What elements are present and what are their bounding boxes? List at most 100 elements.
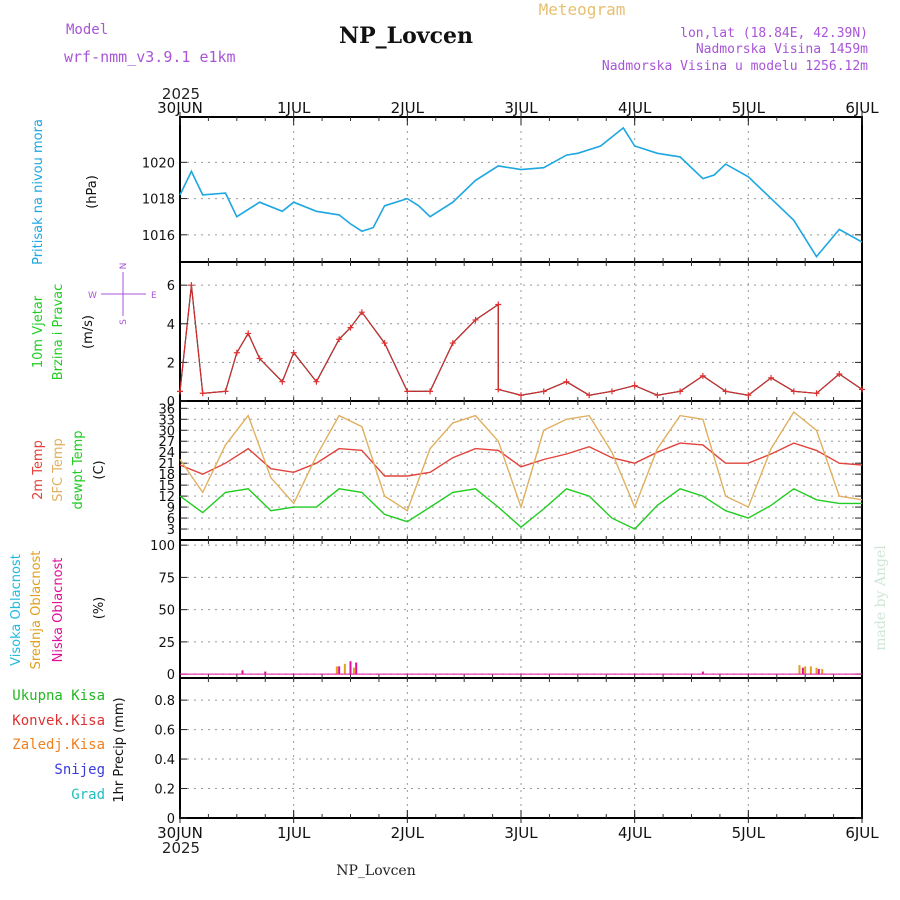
- wind-unit: (m/s): [81, 315, 96, 349]
- x-tick-label-top: 4JUL: [618, 99, 652, 117]
- mid-cloud-bar: [343, 663, 346, 675]
- y-tick-label: 4: [167, 318, 175, 333]
- x-tick-label-bottom: 4JUL: [618, 824, 652, 842]
- pressure-unit: (hPa): [85, 175, 100, 209]
- wind-speed-marker: [677, 388, 684, 395]
- wind-speed-marker: [245, 330, 252, 337]
- wind-speed-marker: [813, 390, 820, 397]
- wind-speed-marker: [199, 390, 206, 397]
- model-label: Model: [66, 22, 108, 38]
- wind-speed-marker: [722, 388, 729, 395]
- y-tick-label: 9: [167, 501, 175, 516]
- product-title: Meteogram: [539, 0, 626, 19]
- data-series: [177, 126, 865, 675]
- footer-station: NP_Lovcen: [336, 863, 415, 879]
- axis-ticks: 1016101810200246369121518212427303336025…: [142, 99, 879, 842]
- wind-speed-marker: [336, 336, 343, 343]
- low-cloud-bar: [338, 666, 341, 675]
- wind-speed-marker: [472, 316, 479, 323]
- wind-speed-marker: [745, 392, 752, 399]
- cloud-ylabel-3: Niska Oblacnost: [51, 558, 66, 663]
- y-tick-label: 36: [158, 402, 175, 417]
- y-tick-label: 18: [158, 468, 175, 483]
- wind-speed-marker: [358, 309, 365, 316]
- x-tick-label-top: 5JUL: [732, 99, 766, 117]
- y-tick-label: 12: [158, 490, 175, 505]
- temp-ylabel-2: SFC Temp: [51, 438, 66, 502]
- precip-legend-0: Ukupna Kisa: [12, 688, 105, 704]
- x-tick-label-top: 2JUL: [391, 99, 425, 117]
- watermark: made by Angel: [873, 545, 889, 651]
- sfc-temp-line: [179, 410, 863, 512]
- temp-2m-line: [179, 442, 863, 477]
- year-bottom: 2025: [162, 839, 200, 857]
- pressure-line: [179, 126, 863, 258]
- low-cloud-bar: [349, 661, 352, 675]
- wind-speed-marker: [495, 301, 502, 308]
- y-tick-label: 50: [158, 604, 175, 619]
- mid-cloud-bar: [798, 665, 801, 675]
- y-tick-label: 6: [167, 279, 175, 294]
- wind-speed-marker: [495, 386, 502, 393]
- panel-frame: [179, 539, 863, 679]
- pressure-ylabel: Pritisak na nivou mora: [31, 119, 46, 265]
- y-tick-label: 0.8: [154, 694, 175, 709]
- coords-text: lon,lat (18.84E, 42.39N): [680, 26, 868, 41]
- y-tick-label: 0: [167, 395, 175, 410]
- wind-speed-marker: [790, 388, 797, 395]
- wind-speed-marker: [347, 324, 354, 331]
- wind-speed-marker: [768, 374, 775, 381]
- wind-speed-marker: [608, 388, 615, 395]
- x-tick-label-top: 30JUN: [157, 99, 203, 117]
- wind-speed-marker: [427, 388, 434, 395]
- y-tick-label: 25: [158, 636, 175, 651]
- y-tick-label: 2: [167, 356, 175, 371]
- wind-speed-trace: [179, 285, 863, 396]
- mid-cloud-bar: [804, 666, 807, 675]
- y-tick-label: 27: [158, 435, 175, 450]
- model-elevation-text: Nadmorska Visina u modelu 1256.12m: [602, 59, 868, 74]
- wind-speed-marker: [222, 388, 229, 395]
- x-tick-label-bottom: 30JUN: [157, 824, 203, 842]
- y-tick-label: 100: [150, 539, 175, 554]
- station-title: NP_Lovcen: [339, 23, 473, 49]
- precip-legend-2: Zaledj.Kisa: [12, 737, 105, 753]
- x-tick-label-bottom: 1JUL: [277, 824, 311, 842]
- low-cloud-bar: [701, 671, 704, 675]
- temp-ylabel-3: dewpt Temp: [71, 430, 86, 509]
- cloud-ylabel-2: Srednja Oblacnost: [29, 551, 44, 670]
- wind-speed-marker: [290, 349, 297, 356]
- y-tick-label: 75: [158, 571, 175, 586]
- wind-speed-marker: [256, 355, 263, 362]
- compass-s: S: [119, 319, 129, 325]
- y-tick-label: 1020: [142, 156, 175, 171]
- compass-e: E: [151, 291, 157, 301]
- y-tick-label: 0: [167, 668, 175, 683]
- wind-speed-marker: [654, 392, 661, 399]
- low-cloud-bar: [241, 670, 244, 675]
- y-tick-label: 33: [158, 413, 175, 428]
- wind-speed-marker: [381, 340, 388, 347]
- cloud-ylabel-1: Visoka Oblacnost: [9, 554, 24, 666]
- gridlines: [180, 117, 862, 819]
- y-tick-label: 0.6: [154, 724, 175, 739]
- wind-ylabel-1: 10m Vjetar: [31, 295, 46, 368]
- precip-legend-4: Grad: [71, 787, 105, 803]
- elevation-text: Nadmorska Visina 1459m: [696, 42, 868, 57]
- y-tick-label: 6: [167, 512, 175, 527]
- low-cloud-bar: [801, 667, 804, 675]
- wind-speed-marker: [586, 392, 593, 399]
- wind-speed-marker: [518, 392, 524, 399]
- low-cloud-bar: [817, 668, 820, 675]
- mid-cloud-bar: [352, 667, 355, 675]
- wind-speed-marker: [188, 282, 195, 289]
- y-tick-label: 1016: [142, 229, 175, 244]
- y-tick-label: 0: [167, 812, 175, 827]
- wind-speed-marker: [836, 370, 843, 377]
- wind-speed-marker: [313, 378, 320, 385]
- year-top: 2025: [162, 85, 200, 103]
- wind-compass: W E N S: [88, 263, 157, 325]
- y-tick-label: 21: [158, 457, 175, 472]
- x-tick-label-top: 1JUL: [277, 99, 311, 117]
